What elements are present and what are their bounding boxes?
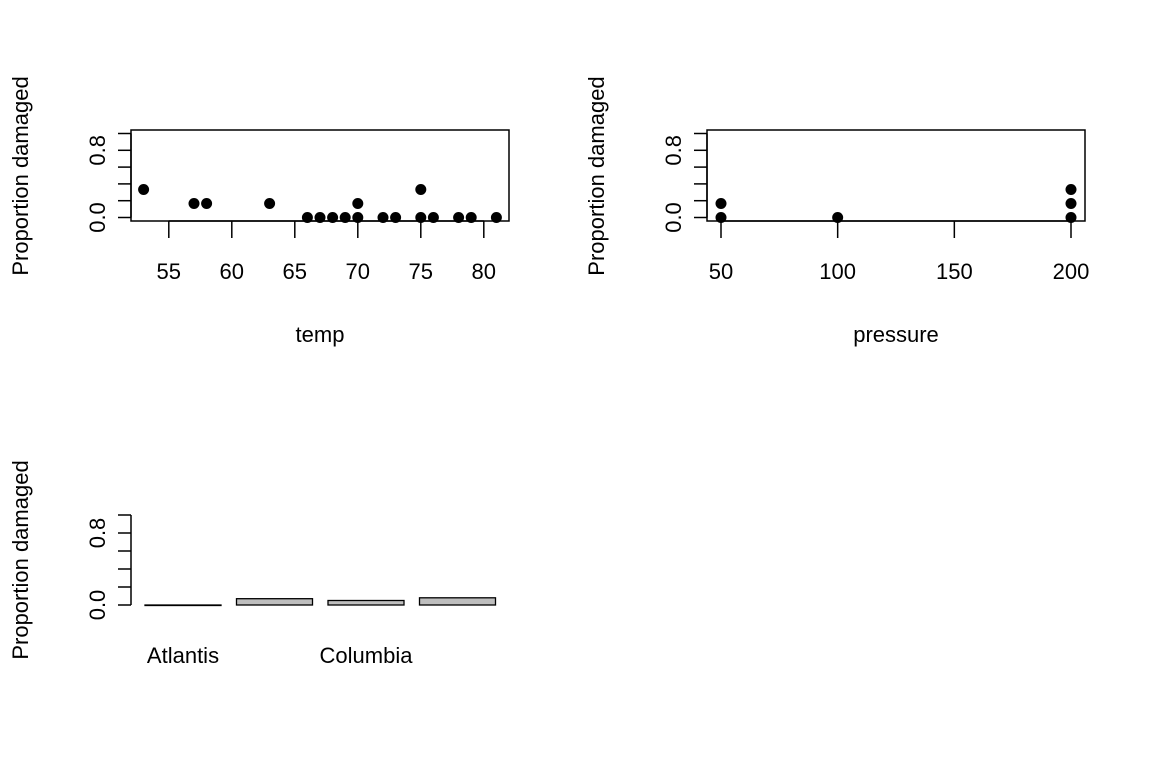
pressure-point-3 bbox=[1065, 184, 1077, 196]
pressure-point-1 bbox=[715, 212, 727, 223]
temp-point-1 bbox=[188, 197, 200, 209]
pressure-x-tick-label-1: 100 bbox=[819, 259, 856, 284]
orbiter-y-tick-label-0: 0.0 bbox=[85, 590, 110, 621]
orbiter-bar-2 bbox=[327, 599, 405, 606]
temp-point-5 bbox=[314, 212, 326, 223]
pressure-point-2 bbox=[832, 212, 844, 223]
temp-x-tick-label-3: 70 bbox=[346, 259, 370, 284]
pressure-y-tick-label-0: 0.0 bbox=[661, 202, 686, 233]
orbiter-category-label-2: Columbia bbox=[320, 643, 414, 668]
temp-point-4 bbox=[301, 212, 313, 223]
orbiter-bar-panel: 0.0 0.8 Atlantis Columbia Proportion damag… bbox=[8, 460, 497, 668]
temp-point-12 bbox=[415, 184, 427, 196]
orbiter-bars bbox=[144, 597, 497, 607]
temp-point-7 bbox=[339, 212, 351, 223]
temp-scatter-panel: 0.0 0.8 55 60 65 70 75 80 temp Proportion dama… bbox=[8, 76, 510, 347]
pressure-y-axis: 0.0 0.8 bbox=[661, 132, 708, 233]
temp-point-10 bbox=[377, 212, 389, 223]
temp-point-16 bbox=[465, 212, 477, 223]
orbiter-bar-1 bbox=[235, 598, 314, 606]
pressure-x-tick-label-2: 150 bbox=[936, 259, 973, 284]
temp-point-2 bbox=[201, 197, 213, 209]
temp-point-8 bbox=[352, 197, 364, 209]
temp-x-axis: 55 60 65 70 75 80 bbox=[157, 220, 496, 284]
orbiter-bar-3 bbox=[418, 597, 497, 606]
temp-y-tick-label-0: 0.0 bbox=[85, 202, 110, 233]
orbiter-y-axis-label: Proportion damaged bbox=[8, 460, 33, 659]
temp-y-tick-label-1: 0.8 bbox=[85, 135, 110, 166]
orbiter-category-labels: Atlantis Columbia bbox=[147, 643, 413, 668]
pressure-y-axis-label: Proportion damaged bbox=[584, 76, 609, 275]
temp-point-14 bbox=[427, 212, 439, 223]
temp-point-15 bbox=[453, 212, 465, 223]
orbiter-bar-0 bbox=[144, 604, 222, 607]
temp-x-tick-label-2: 65 bbox=[283, 259, 307, 284]
pressure-point-0 bbox=[715, 197, 727, 209]
pressure-scatter-panel: 0.0 0.8 50 100 150 200 pressure Proportion d… bbox=[584, 76, 1089, 347]
temp-point-0 bbox=[138, 184, 150, 196]
temp-plot-box bbox=[130, 129, 510, 222]
temp-y-axis: 0.0 0.8 bbox=[85, 132, 132, 233]
orbiter-y-axis: 0.0 0.8 bbox=[85, 514, 132, 621]
temp-y-axis-label: Proportion damaged bbox=[8, 76, 33, 275]
pressure-x-tick-label-0: 50 bbox=[709, 259, 733, 284]
temp-points bbox=[138, 184, 502, 223]
temp-x-axis-label: temp bbox=[296, 322, 345, 347]
temp-point-3 bbox=[264, 197, 276, 209]
temp-x-tick-label-4: 75 bbox=[409, 259, 433, 284]
temp-point-13 bbox=[415, 212, 427, 223]
pressure-point-5 bbox=[1065, 212, 1077, 223]
pressure-x-tick-label-3: 200 bbox=[1053, 259, 1090, 284]
pressure-x-axis: 50 100 150 200 bbox=[709, 220, 1090, 284]
temp-point-17 bbox=[490, 212, 502, 223]
pressure-point-4 bbox=[1065, 197, 1077, 209]
pressure-plot-box bbox=[706, 129, 1086, 222]
temp-point-6 bbox=[327, 212, 339, 223]
pressure-y-tick-label-1: 0.8 bbox=[661, 135, 686, 166]
pressure-points bbox=[715, 184, 1077, 223]
orbiter-category-label-0: Atlantis bbox=[147, 643, 219, 668]
temp-point-11 bbox=[390, 212, 402, 223]
temp-x-tick-label-5: 80 bbox=[472, 259, 496, 284]
orbiter-y-tick-label-1: 0.8 bbox=[85, 518, 110, 549]
temp-x-tick-label-1: 60 bbox=[220, 259, 244, 284]
temp-point-9 bbox=[352, 212, 364, 223]
pressure-x-axis-label: pressure bbox=[853, 322, 939, 347]
temp-x-tick-label-0: 55 bbox=[157, 259, 181, 284]
